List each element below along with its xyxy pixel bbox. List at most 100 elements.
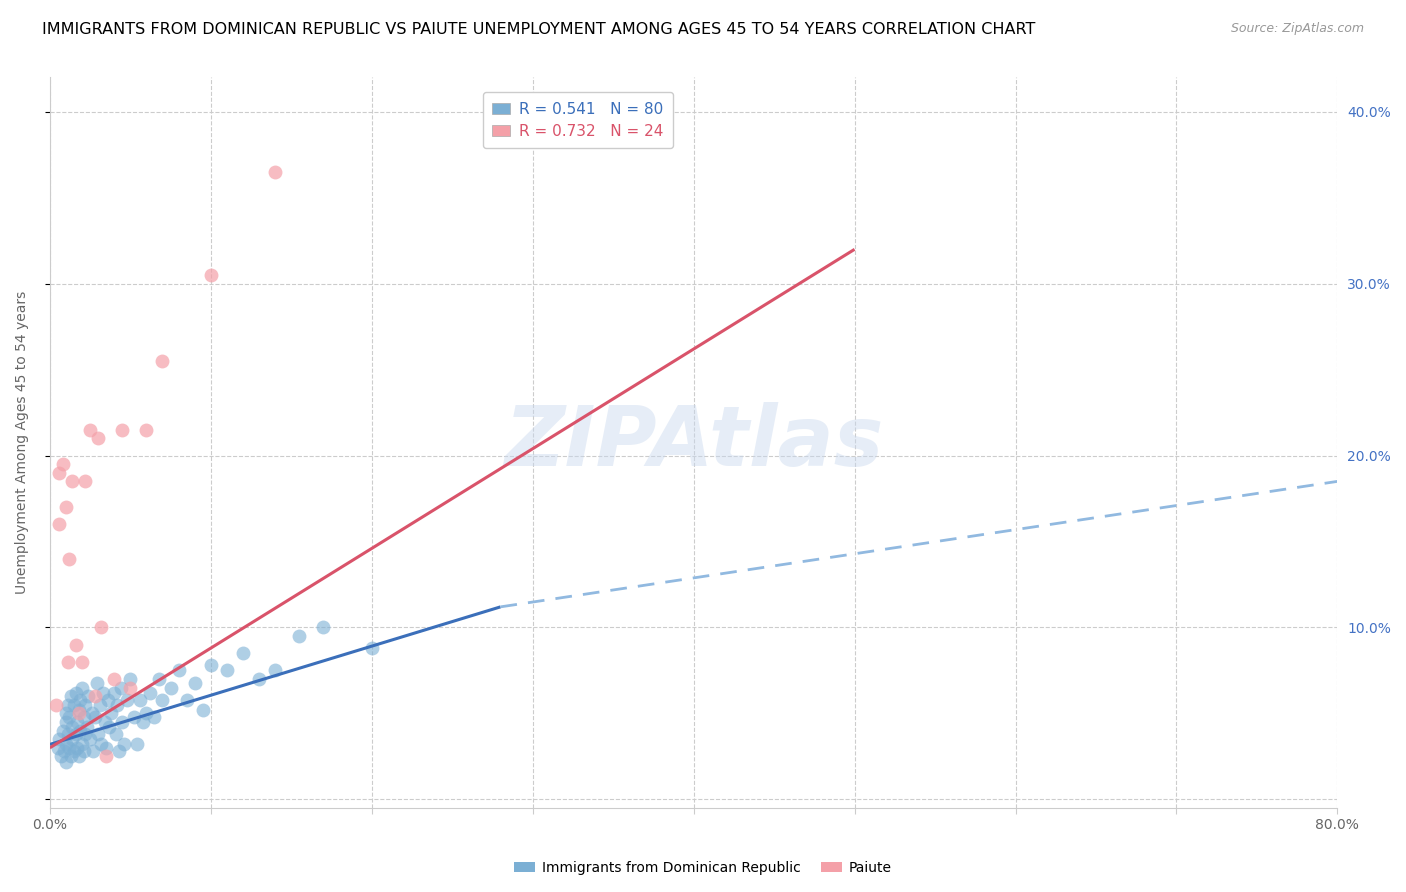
Point [360, 641, 382, 656]
Point [60, 732, 83, 747]
Point [148, 672, 170, 686]
Point [125, 738, 148, 752]
Point [247, 672, 270, 686]
Point [87, 431, 110, 445]
Point [75, 698, 97, 712]
Point [264, 664, 287, 678]
Point [200, 268, 222, 282]
Point [215, 664, 238, 678]
Point [152, 354, 174, 368]
Point [67, 706, 90, 721]
Text: Source: ZipAtlas.com: Source: ZipAtlas.com [1230, 22, 1364, 36]
Point [87, 727, 110, 741]
Point [72, 744, 94, 758]
Point [45, 698, 67, 712]
Point [122, 710, 145, 724]
Point [75, 475, 97, 489]
Point [103, 672, 125, 686]
Point [79, 732, 101, 747]
Point [70, 681, 93, 695]
Point [191, 703, 214, 717]
Point [67, 703, 90, 717]
Point [129, 692, 152, 706]
Point [135, 423, 157, 437]
Y-axis label: Unemployment Among Ages 45 to 54 years: Unemployment Among Ages 45 to 54 years [15, 291, 30, 594]
Point [312, 620, 335, 634]
Point [96, 749, 118, 764]
Point [55, 738, 77, 752]
Point [66, 740, 89, 755]
Point [56, 698, 79, 712]
Point [98, 720, 121, 734]
Point [65, 727, 87, 741]
Point [56, 727, 79, 741]
Point [143, 710, 166, 724]
Point [79, 423, 101, 437]
Point [111, 423, 134, 437]
Point [70, 738, 93, 752]
Point [72, 710, 94, 724]
Point [104, 727, 127, 741]
Text: IMMIGRANTS FROM DOMINICAN REPUBLIC VS PAIUTE UNEMPLOYMENT AMONG AGES 45 TO 54 YE: IMMIGRANTS FROM DOMINICAN REPUBLIC VS PA… [42, 22, 1036, 37]
Point [58, 551, 80, 566]
Point [58, 710, 80, 724]
Point [107, 698, 129, 712]
Point [89, 698, 111, 712]
Point [103, 686, 125, 700]
Point [135, 706, 157, 721]
Point [86, 675, 108, 690]
Point [90, 620, 112, 634]
Point [167, 664, 190, 678]
Point [46, 740, 69, 755]
Point [120, 672, 142, 686]
Point [55, 706, 77, 721]
Point [77, 690, 100, 704]
Point [138, 686, 160, 700]
Point [76, 720, 98, 734]
Point [48, 517, 70, 532]
Point [115, 692, 138, 706]
Point [55, 714, 77, 729]
Legend: R = 0.541   N = 80, R = 0.732   N = 24: R = 0.541 N = 80, R = 0.732 N = 24 [482, 93, 673, 148]
Point [111, 714, 134, 729]
Point [183, 675, 205, 690]
Point [83, 710, 105, 724]
Point [55, 500, 77, 515]
Point [80, 706, 103, 721]
Point [75, 727, 97, 741]
Point [65, 638, 87, 652]
Legend: Immigrants from Dominican Republic, Paiute: Immigrants from Dominican Republic, Paiu… [509, 855, 897, 880]
Point [65, 686, 87, 700]
Point [67, 749, 90, 764]
Point [52, 723, 75, 738]
Text: ZIPAtlas: ZIPAtlas [503, 402, 883, 483]
Point [55, 755, 77, 769]
Point [58, 740, 80, 755]
Point [90, 738, 112, 752]
Point [132, 714, 155, 729]
Point [60, 475, 83, 489]
Point [159, 681, 181, 695]
Point [97, 692, 120, 706]
Point [108, 744, 131, 758]
Point [83, 690, 105, 704]
Point [48, 466, 70, 480]
Point [112, 738, 135, 752]
Point [91, 686, 114, 700]
Point [70, 655, 93, 669]
Point [53, 744, 76, 758]
Point [59, 690, 82, 704]
Point [176, 692, 198, 706]
Point [49, 749, 72, 764]
Point [63, 698, 86, 712]
Point [152, 692, 174, 706]
Point [110, 681, 132, 695]
Point [52, 457, 75, 471]
Point [48, 732, 70, 747]
Point [59, 749, 82, 764]
Point [200, 658, 222, 673]
Point [56, 655, 79, 669]
Point [288, 629, 311, 643]
Point [232, 646, 254, 660]
Point [264, 165, 287, 179]
